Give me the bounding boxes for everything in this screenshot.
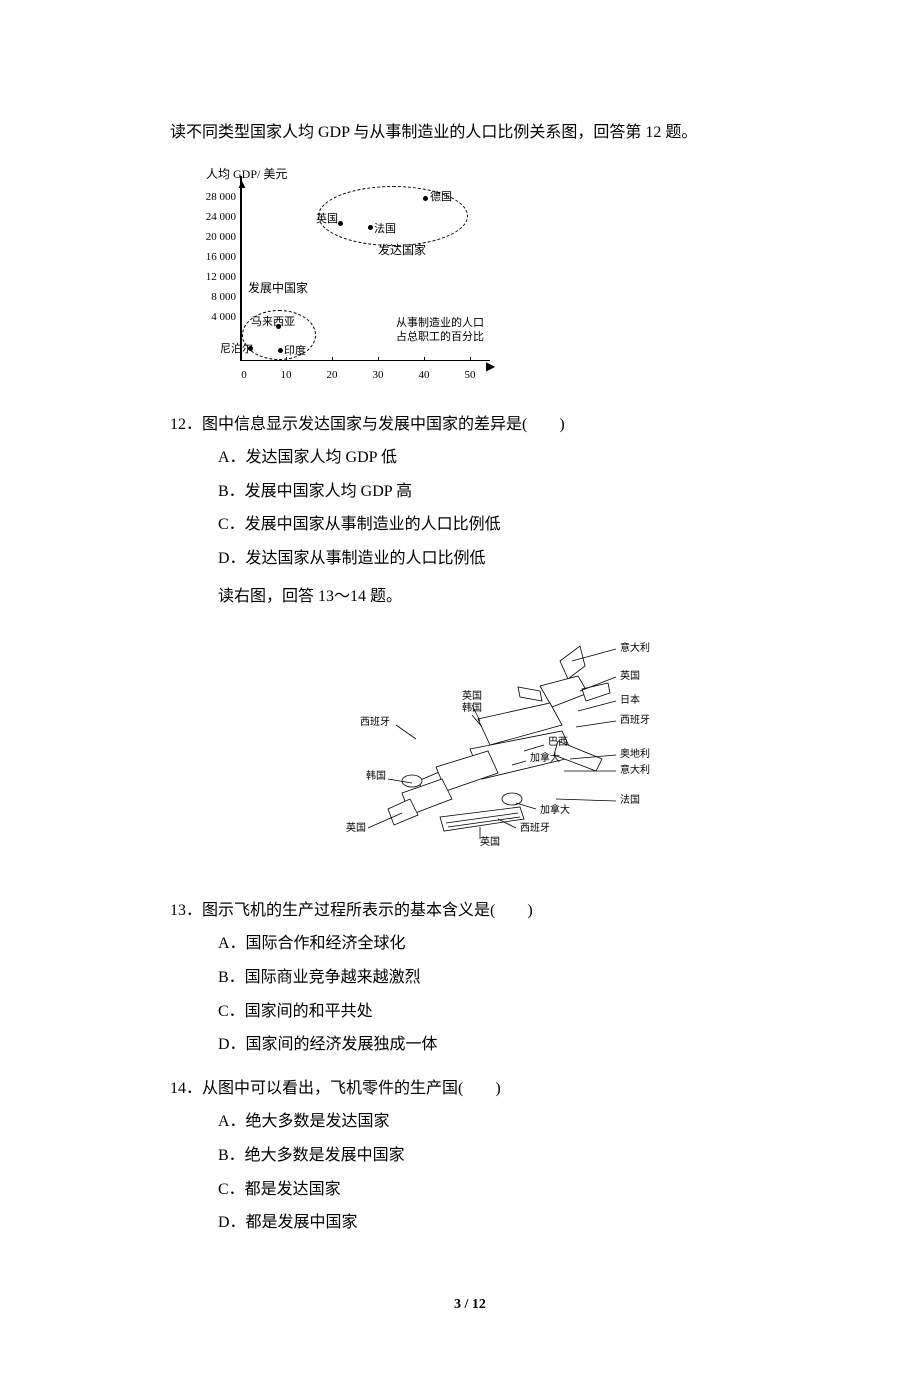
page-number: 3 / 12 [170, 1290, 770, 1319]
q12-option-b[interactable]: B．发展中国家人均 GDP 高 [218, 475, 770, 509]
data-point [423, 196, 428, 201]
q12-option-a[interactable]: A．发达国家人均 GDP 低 [218, 441, 770, 475]
question-12: 12．图中信息显示发达国家与发展中国家的差异是( ) A．发达国家人均 GDP … [170, 408, 770, 576]
q13-option-b[interactable]: B．国际商业竞争越来越激烈 [218, 961, 770, 995]
q14-option-b[interactable]: B．绝大多数是发展中国家 [218, 1139, 770, 1173]
y-tick-label: 4 000 [186, 306, 236, 329]
q14-option-a[interactable]: A．绝大多数是发达国家 [218, 1105, 770, 1139]
q14-option-d[interactable]: D．都是发展中国家 [218, 1206, 770, 1240]
point-label: 法国 [374, 218, 396, 241]
x-tick-label: 20 [322, 364, 342, 387]
q14-number: 14． [170, 1072, 202, 1106]
part-country-label: 英国 [620, 669, 640, 682]
q13-stem: 图示飞机的生产过程所表示的基本含义是( ) [202, 902, 533, 919]
x-tick-label: 0 [234, 364, 254, 387]
part-country-label: 西班牙 [620, 714, 650, 726]
x-arrow-icon: ▶ [486, 354, 495, 379]
q12-number: 12． [170, 408, 202, 442]
x-tick-label: 40 [414, 364, 434, 387]
part-country-label: 英国 [346, 821, 366, 834]
data-point [368, 225, 373, 230]
part-country-label: 奥地利 [620, 747, 650, 760]
part-country-label: 加拿大 [540, 803, 570, 816]
q13-intro: 读右图，回答 13～14 题。 [170, 580, 770, 614]
developing-label: 发展中国家 [248, 276, 308, 301]
part-country-label: 意大利 [620, 763, 650, 776]
question-13: 13．图示飞机的生产过程所表示的基本含义是( ) A．国际合作和经济全球化 B．… [170, 894, 770, 1062]
q13-option-c[interactable]: C．国家间的和平共处 [218, 995, 770, 1029]
x-tick-label: 10 [276, 364, 296, 387]
x-axis-label: 从事制造业的人口 占总职工的百分比 [396, 316, 484, 345]
point-label: 德国 [430, 186, 452, 209]
point-label: 印度 [284, 340, 306, 363]
part-country-label: 加拿大 [530, 751, 560, 764]
q12-intro: 读不同类型国家人均 GDP 与从事制造业的人口比例关系图，回答第 12 题。 [170, 116, 770, 150]
exam-page: 读不同类型国家人均 GDP 与从事制造业的人口比例关系图，回答第 12 题。 人… [0, 0, 920, 1379]
data-point [338, 221, 343, 226]
x-tick-label: 50 [460, 364, 480, 387]
part-country-label: 西班牙 [360, 716, 390, 728]
part-country-label: 西班牙 [520, 822, 550, 834]
part-country-label: 韩国 [366, 769, 386, 782]
q14-stem: 从图中可以看出，飞机零件的生产国( ) [202, 1080, 501, 1097]
part-country-label: 意大利 [620, 641, 650, 654]
part-country-label: 韩国 [462, 701, 482, 714]
q12-option-d[interactable]: D．发达国家从事制造业的人口比例低 [218, 542, 770, 576]
q12-option-c[interactable]: C．发展中国家从事制造业的人口比例低 [218, 508, 770, 542]
gdp-scatter-chart: 人均 GDP/ 美元 ▲ ▶ 28 00024 00020 00016 0001… [198, 168, 770, 388]
q13-option-a[interactable]: A．国际合作和经济全球化 [218, 927, 770, 961]
data-point [278, 348, 283, 353]
x-tick-label: 30 [368, 364, 388, 387]
part-country-label: 英国 [480, 835, 500, 848]
y-arrow-icon: ▲ [236, 172, 248, 197]
q13-number: 13． [170, 894, 202, 928]
part-country-label: 日本 [620, 693, 640, 706]
part-country-label: 法国 [620, 793, 640, 806]
q12-stem: 图中信息显示发达国家与发展中国家的差异是( ) [202, 416, 565, 433]
part-country-label: 巴西 [548, 736, 568, 748]
developed-label: 发达国家 [378, 238, 426, 263]
q13-option-d[interactable]: D．国家间的经济发展独成一体 [218, 1028, 770, 1062]
point-label: 马来西亚 [251, 311, 295, 334]
point-label: 英国 [316, 208, 338, 231]
question-14: 14．从图中可以看出，飞机零件的生产国( ) A．绝大多数是发达国家 B．绝大多… [170, 1072, 770, 1240]
q14-option-c[interactable]: C．都是发达国家 [218, 1173, 770, 1207]
x-axis [240, 360, 490, 362]
part-country-label: 英国 [462, 689, 482, 702]
point-label: 尼泊尔 [220, 338, 253, 361]
airplane-diagram: 意大利英国日本西班牙奥地利意大利法国加拿大西班牙英国英国韩国西班牙英国韩国巴西加… [230, 631, 770, 874]
